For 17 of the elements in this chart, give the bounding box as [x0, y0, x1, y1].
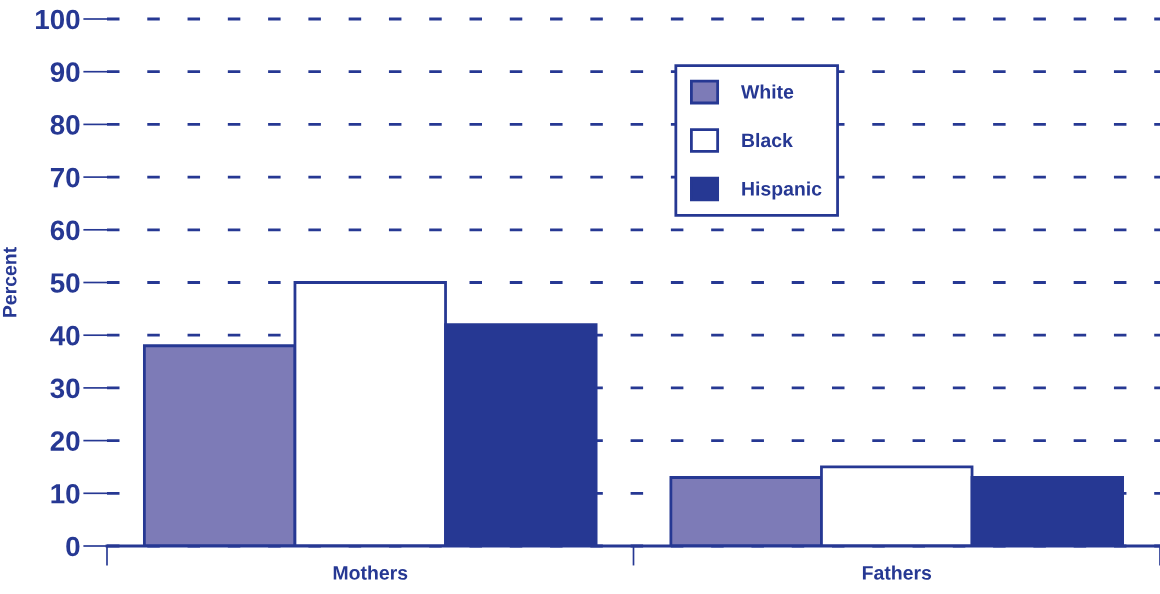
y-tick-label: 10: [51, 483, 80, 504]
x-tick-label: Fathers: [862, 565, 932, 580]
y-tick-label: 80: [50, 115, 80, 135]
y-tick-label: 60: [50, 220, 80, 241]
y-tick-label: 90: [50, 62, 80, 83]
y-tick-label: 100: [36, 9, 80, 30]
legend-label: Hispanic: [742, 181, 822, 200]
x-tick-label: Mothers: [333, 565, 408, 580]
y-tick-label: 50: [50, 273, 80, 293]
legend-label: White: [740, 84, 794, 99]
y-tick-label: 0: [66, 536, 80, 557]
y-tick-label: 70: [50, 167, 80, 188]
y-axis-title: Percent: [2, 247, 17, 317]
legend-label: Black: [742, 132, 793, 148]
y-tick-label: 20: [50, 431, 80, 451]
y-tick-label: 40: [50, 325, 80, 346]
y-tick-label: 30: [50, 378, 80, 399]
